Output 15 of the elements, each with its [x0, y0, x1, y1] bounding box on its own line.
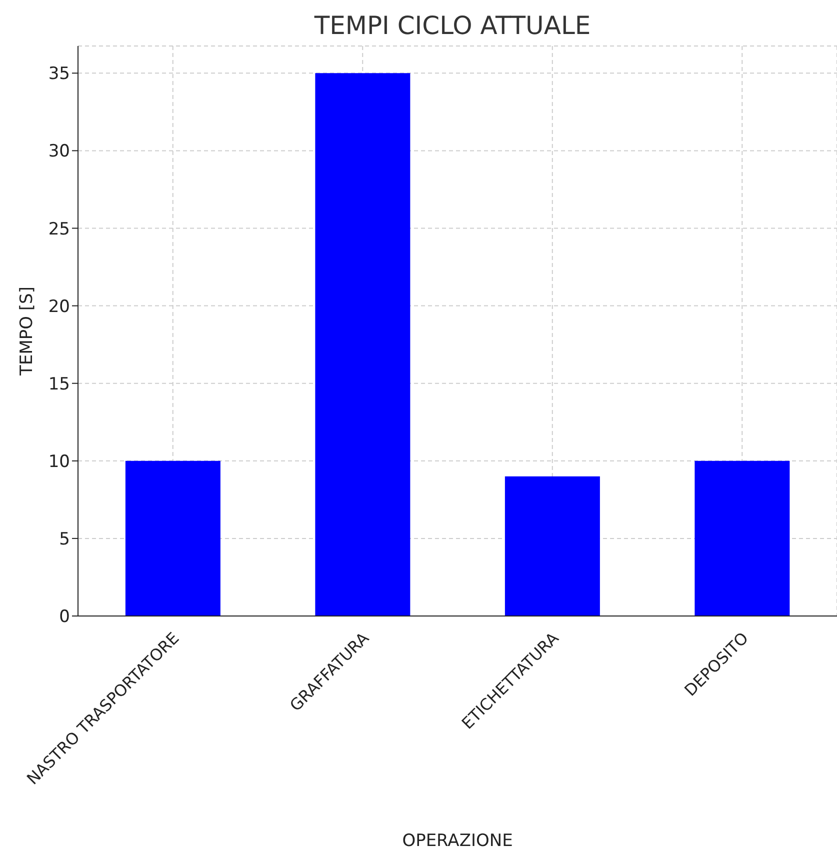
y-tick-label: 5 [59, 529, 70, 550]
y-tick-label: 20 [48, 296, 70, 317]
y-tick-label: 0 [59, 607, 70, 628]
y-tick-label: 30 [48, 142, 70, 162]
y-tick-label: 35 [48, 64, 70, 84]
bar [125, 460, 220, 616]
bar [315, 73, 410, 616]
y-axis-title: TEMPO [S] [17, 286, 38, 376]
bar [694, 460, 790, 616]
x-axis-title: OPERAZIONE [402, 831, 513, 851]
bar [504, 476, 600, 616]
chart-title: TEMPI CICLO ATTUALE [313, 10, 592, 42]
y-tick-label: 10 [48, 452, 70, 472]
y-tick-label: 25 [48, 219, 70, 240]
y-tick-label: 15 [48, 374, 70, 394]
